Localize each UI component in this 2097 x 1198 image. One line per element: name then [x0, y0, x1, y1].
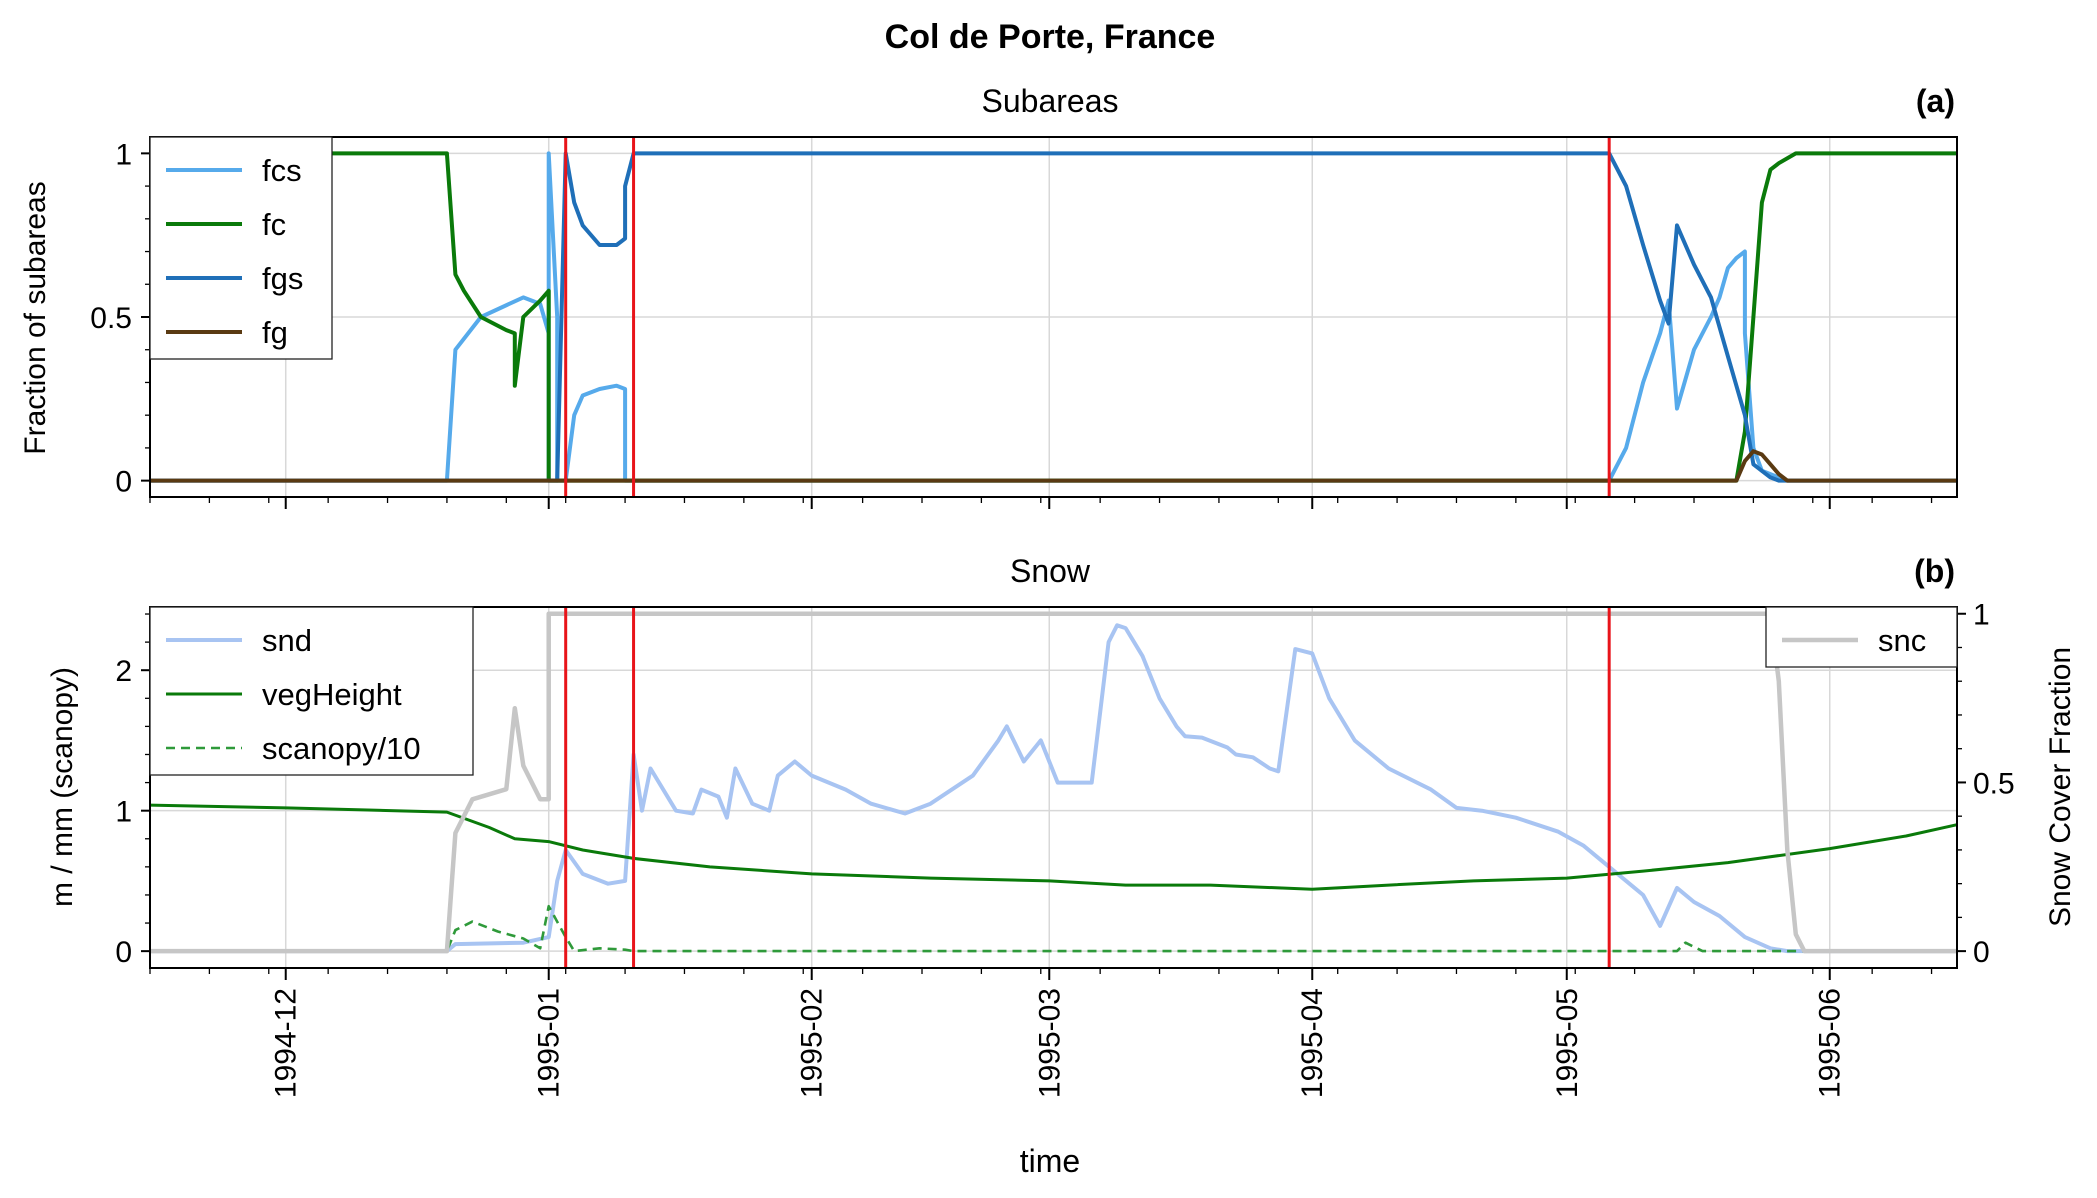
figure-title: Col de Porte, France	[885, 18, 1216, 56]
panel-b-plot-area: 0 1 2 0 0.5 1 1994-12 1995-01 1995-02 1995-03 1995…	[115, 599, 2014, 1098]
series-line-fgs	[150, 151, 1957, 483]
x-tick-label: 1995-06	[1814, 988, 1847, 1098]
y-right-tick-label: 0	[1973, 936, 1990, 969]
x-tick-label: 1994-12	[270, 988, 303, 1098]
legend-b-right-frame	[1765, 606, 1958, 668]
y-tick-label: 1	[115, 138, 132, 171]
panel-a-plot-area: 0 0.5 1 fcs fc fgs fg	[90, 136, 1958, 509]
legend-label-scanopy: scanopy/10	[262, 731, 421, 766]
legend-label-snc: snc	[1878, 623, 1926, 658]
panel-b-label: (b)	[1914, 553, 1955, 589]
y-tick-label: 0.5	[90, 302, 132, 335]
panel-a-title: Subareas	[982, 83, 1119, 119]
y-right-tick-label: 0.5	[1973, 767, 2015, 800]
x-tick-label: 1995-01	[533, 988, 566, 1098]
series-line-fg	[150, 449, 1957, 483]
legend-a-frame	[149, 136, 333, 360]
y-tick-label: 0	[115, 936, 132, 969]
x-tick-label: 1995-05	[1551, 988, 1584, 1098]
axes-frame	[149, 606, 1958, 969]
legend-label-fc: fc	[262, 207, 286, 242]
y-tick-label: 0	[115, 466, 132, 499]
y-right-tick-label: 1	[1973, 599, 1990, 632]
legend-label-fgs: fgs	[262, 261, 303, 296]
series-line-snc	[150, 611, 1957, 954]
legend-label-fcs: fcs	[262, 153, 302, 188]
legend-label-vegHeight: vegHeight	[262, 677, 402, 712]
panel-b-title: Snow	[1010, 553, 1091, 589]
panel-b-xlabel: time	[1020, 1143, 1080, 1179]
y-tick-label: 1	[115, 796, 132, 829]
x-tick-label: 1995-04	[1296, 988, 1329, 1098]
panel-b-ylabel-right: Snow Cover Fraction	[2044, 647, 2077, 927]
x-tick-label: 1995-02	[796, 988, 829, 1098]
y-tick-label: 2	[115, 655, 132, 688]
legend-label-snd: snd	[262, 623, 312, 658]
series-line-fc	[150, 151, 1957, 483]
panel-a-ylabel: Fraction of subareas	[19, 181, 52, 454]
series-line-vegHeight	[149, 803, 1958, 891]
series-line-snd	[150, 623, 1957, 954]
legend-label-fg: fg	[262, 315, 288, 350]
series-line-scanopy	[150, 904, 1957, 953]
panel-a: Subareas (a) Fraction of subareas 0 0.5 1 f…	[19, 83, 1958, 509]
panel-b: Snow (b) m / mm (scanopy) Snow Cover Fra…	[46, 553, 2077, 1179]
panel-a-label: (a)	[1916, 83, 1955, 119]
panel-b-ylabel: m / mm (scanopy)	[46, 667, 79, 907]
x-tick-label: 1995-03	[1033, 988, 1066, 1098]
